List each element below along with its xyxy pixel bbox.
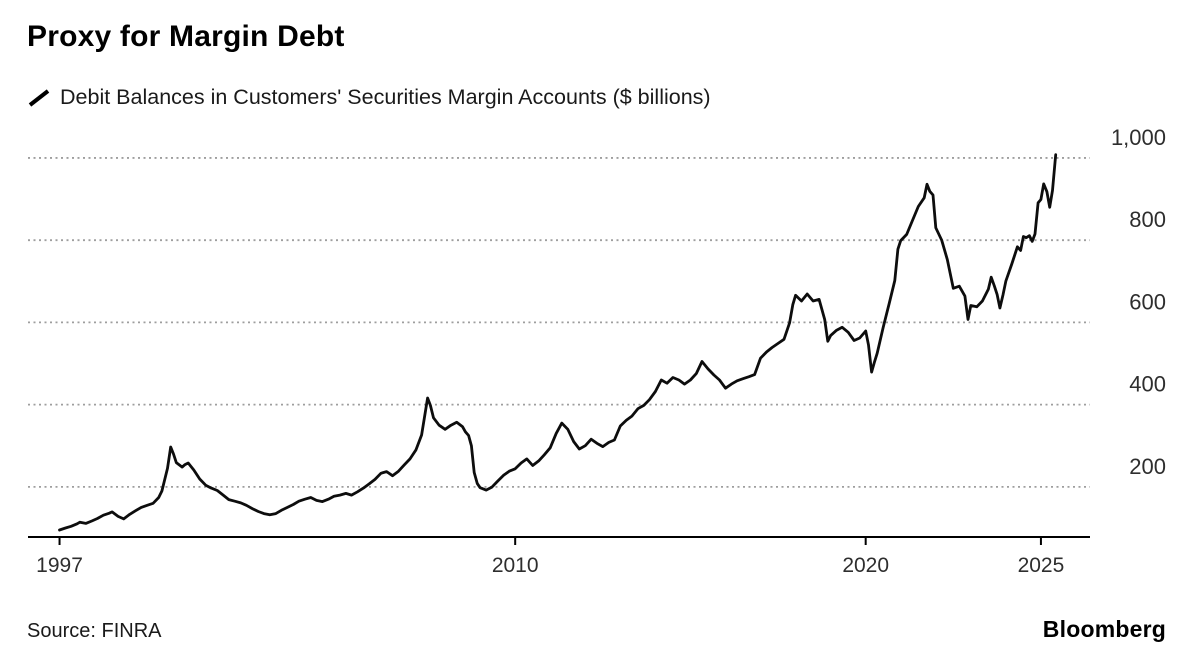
y-tick-label: 1,000 (1111, 125, 1166, 150)
series-line-icon (27, 88, 51, 108)
source-text: Source: FINRA (27, 620, 162, 642)
bloomberg-logo: Bloomberg (1042, 616, 1166, 642)
y-tick-label: 200 (1129, 454, 1166, 479)
y-tick-label: 600 (1129, 289, 1166, 314)
chart-title: Proxy for Margin Debt (27, 20, 345, 53)
y-tick-label: 400 (1129, 372, 1166, 397)
x-tick-label: 2010 (492, 554, 539, 577)
legend-label: Debit Balances in Customers' Securities … (60, 85, 711, 109)
x-tick-label: 1997 (36, 554, 83, 577)
legend: Debit Balances in Customers' Securities … (27, 85, 711, 110)
y-tick-label: 800 (1129, 207, 1166, 232)
x-tick-label: 2025 (1018, 554, 1065, 577)
x-tick-label: 2020 (842, 554, 889, 577)
series-line (58, 153, 1058, 532)
